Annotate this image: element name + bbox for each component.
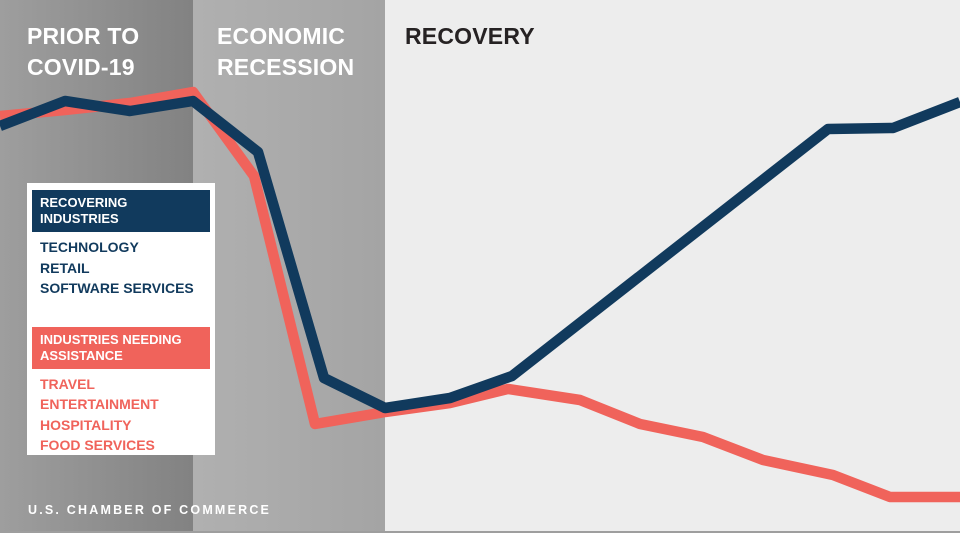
phase-title-recovery: RECOVERY	[405, 21, 535, 52]
legend-header-recovering-industries: RECOVERING INDUSTRIES	[32, 190, 210, 232]
legend-box: RECOVERING INDUSTRIES TECHNOLOGY RETAIL …	[27, 183, 215, 455]
legend-item: RETAIL	[40, 259, 90, 276]
legend-header-line: ASSISTANCE	[40, 347, 123, 363]
phase-title-line: COVID-19	[27, 54, 135, 80]
legend-list-assistance: TRAVEL ENTERTAINMENT HOSPITALITY FOOD SE…	[40, 374, 215, 456]
phase-title-prior-to-covid: PRIOR TO COVID-19	[27, 21, 139, 83]
legend-item: HOSPITALITY	[40, 416, 132, 433]
phase-title-line: ECONOMIC	[217, 23, 346, 49]
legend-item: FOOD SERVICES	[40, 437, 155, 453]
recovering-industries-line	[0, 95, 960, 414]
legend-item: SOFTWARE SERVICES	[40, 280, 194, 296]
legend-item: TECHNOLOGY	[40, 239, 139, 255]
legend-header-line: INDUSTRIES NEEDING	[40, 331, 182, 347]
source-attribution: U.S. CHAMBER OF COMMERCE	[28, 503, 272, 517]
zone-recovery	[385, 0, 960, 531]
phase-title-line: PRIOR TO	[27, 23, 140, 49]
legend-item: TRAVEL	[40, 375, 95, 392]
legend-header-line: RECOVERING	[40, 195, 128, 210]
legend-header-industries-needing-assistance: INDUSTRIES NEEDING ASSISTANCE	[32, 326, 210, 369]
phase-title-line: RECOVERY	[405, 23, 535, 49]
phase-title-line: RECESSION	[217, 54, 355, 80]
phase-title-economic-recession: ECONOMIC RECESSION	[217, 21, 354, 83]
assistance-industries-line	[0, 86, 960, 503]
legend-list-recovering: TECHNOLOGY RETAIL SOFTWARE SERVICES	[40, 237, 215, 299]
legend-item: ENTERTAINMENT	[40, 396, 159, 412]
legend-header-line: INDUSTRIES	[40, 211, 119, 226]
